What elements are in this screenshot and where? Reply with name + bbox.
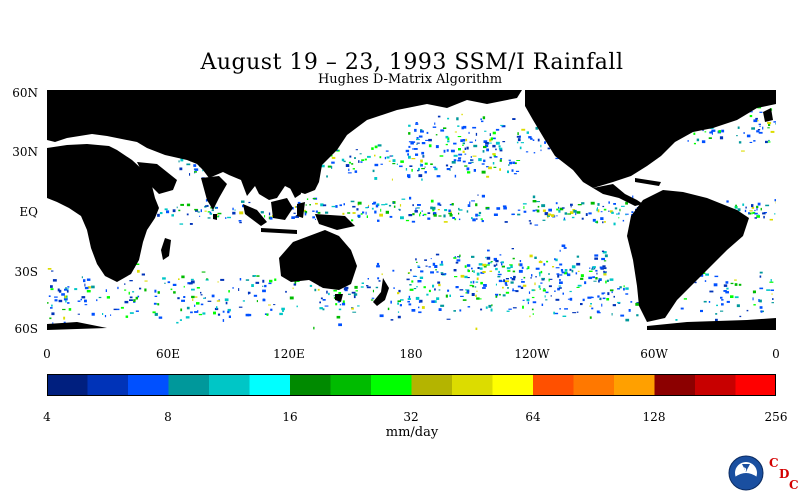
colorbar-segment bbox=[654, 374, 696, 396]
colorbar-segment bbox=[290, 374, 331, 396]
land-layer bbox=[47, 90, 776, 330]
colorbar-segment bbox=[492, 374, 534, 396]
colorbar-segment bbox=[452, 374, 493, 396]
lat-label-60n: 60N bbox=[12, 86, 38, 100]
india bbox=[201, 176, 227, 210]
madagascar bbox=[161, 238, 171, 260]
britain bbox=[763, 108, 773, 122]
antarctica-east bbox=[647, 318, 776, 330]
noaa-logo: NOAA bbox=[728, 455, 764, 491]
colorbar-segment bbox=[533, 374, 574, 396]
colorbar bbox=[47, 374, 777, 396]
borneo bbox=[271, 198, 293, 220]
colorbar-segment bbox=[573, 374, 615, 396]
colorbar-segment bbox=[614, 374, 655, 396]
lon-label-120e: 120E bbox=[273, 347, 305, 361]
map-subtitle: Hughes D-Matrix Algorithm bbox=[317, 72, 503, 87]
colorbar-label-8: 8 bbox=[164, 410, 172, 424]
colorbar-segment bbox=[168, 374, 210, 396]
colorbar-segment bbox=[47, 374, 88, 396]
cuba bbox=[635, 178, 661, 186]
colorbar-segment bbox=[330, 374, 372, 396]
africa bbox=[47, 144, 159, 282]
arabia bbox=[137, 162, 177, 194]
svg-text:NOAA: NOAA bbox=[736, 467, 756, 474]
cdc-letter-d: D bbox=[779, 467, 790, 481]
lat-label-30s: 30S bbox=[14, 265, 39, 279]
colorbar-label-64: 64 bbox=[525, 410, 541, 424]
new-guinea bbox=[315, 214, 355, 230]
north-america bbox=[525, 90, 776, 188]
lat-label-eq: EQ bbox=[19, 205, 38, 219]
greenland bbox=[743, 90, 776, 106]
sulawesi bbox=[297, 202, 305, 218]
lat-label-30n: 30N bbox=[12, 145, 38, 159]
colorbar-unit: mm/day bbox=[385, 425, 439, 440]
colorbar-segment bbox=[371, 374, 412, 396]
colorbar-label-16: 16 bbox=[282, 410, 298, 424]
colorbar-segment bbox=[695, 374, 736, 396]
lon-label-0-right: 0 bbox=[772, 347, 780, 361]
colorbar-segment bbox=[411, 374, 453, 396]
sri-lanka bbox=[213, 214, 217, 220]
colorbar-label-128: 128 bbox=[642, 410, 666, 424]
lon-label-60e: 60E bbox=[155, 347, 181, 361]
colorbar-label-32: 32 bbox=[403, 410, 419, 424]
tasmania bbox=[335, 294, 343, 302]
map-title: August 19 – 23, 1993 SSM/I Rainfall bbox=[200, 50, 624, 75]
colorbar-segment bbox=[87, 374, 129, 396]
sumatra bbox=[243, 204, 267, 226]
cdc-letter-c1: C bbox=[769, 456, 779, 470]
java bbox=[261, 228, 297, 234]
lon-label-60w: 60W bbox=[640, 347, 668, 361]
lat-label-60s: 60S bbox=[14, 322, 39, 336]
rainfall-map bbox=[47, 90, 776, 330]
iceland bbox=[709, 106, 727, 114]
lon-label-180: 180 bbox=[399, 347, 423, 361]
central-america bbox=[593, 184, 643, 206]
colorbar-segment bbox=[128, 374, 169, 396]
lon-label-0-left: 0 bbox=[43, 347, 51, 361]
antarctica bbox=[47, 322, 107, 330]
lon-label-120w: 120W bbox=[514, 347, 550, 361]
colorbar-label-256: 256 bbox=[764, 410, 788, 424]
japan bbox=[303, 140, 325, 170]
colorbar-label-4: 4 bbox=[43, 410, 51, 424]
colorbar-segment bbox=[209, 374, 250, 396]
colorbar-segment bbox=[735, 374, 777, 396]
australia bbox=[279, 230, 357, 290]
colorbar-border bbox=[47, 374, 776, 396]
new-zealand bbox=[373, 278, 389, 306]
philippines bbox=[289, 174, 301, 198]
colorbar-segment bbox=[249, 374, 291, 396]
south-america bbox=[627, 190, 749, 322]
eurasia bbox=[47, 90, 522, 200]
cdc-letter-c2: C bbox=[789, 478, 799, 492]
